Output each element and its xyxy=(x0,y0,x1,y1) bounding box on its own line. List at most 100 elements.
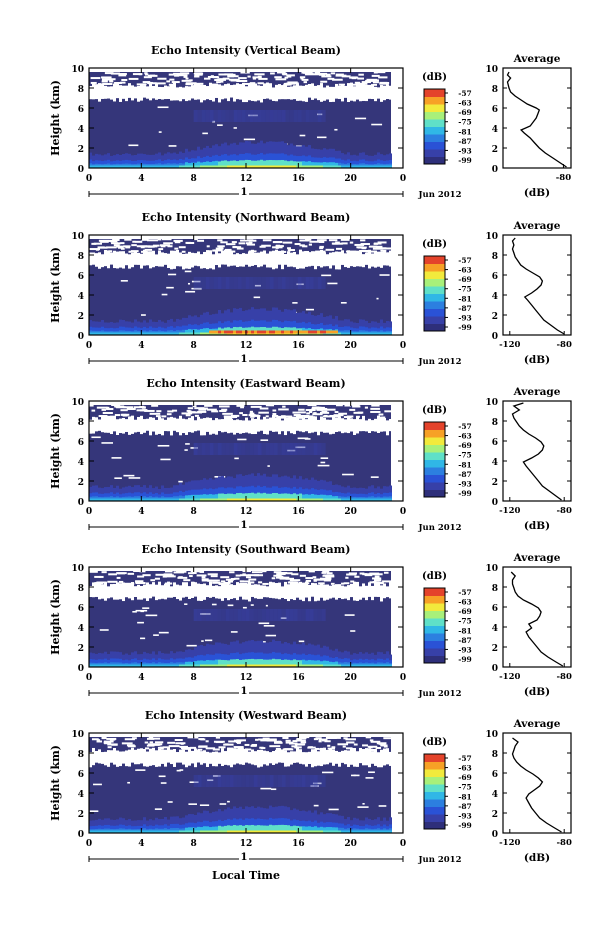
boundary-layer-cell xyxy=(194,830,197,833)
layer-cell xyxy=(313,775,318,787)
boundary-layer-cell xyxy=(179,664,182,667)
no-data-cell xyxy=(263,585,266,598)
no-data-cell xyxy=(372,577,382,580)
boundary-layer-cell xyxy=(347,664,350,667)
boundary-layer-cell xyxy=(284,659,287,667)
no-data-cell xyxy=(346,573,357,576)
boundary-layer-cell xyxy=(104,664,107,667)
no-data-cell xyxy=(188,251,191,269)
no-data-cell xyxy=(251,414,261,417)
boundary-layer-cell xyxy=(335,827,338,833)
boundary-layer-cell xyxy=(386,664,389,667)
no-data-cell xyxy=(386,252,389,266)
boundary-layer-cell xyxy=(236,493,239,501)
boundary-layer-cell xyxy=(344,165,347,168)
boundary-layer-cell xyxy=(380,332,383,335)
boundary-layer-cell xyxy=(236,825,239,833)
boundary-layer-cell xyxy=(299,161,302,168)
no-data-cell xyxy=(131,747,134,763)
boundary-layer-cell xyxy=(209,494,212,501)
no-data-cell xyxy=(119,251,122,268)
colorbar-tick-label: -93 xyxy=(458,811,472,820)
boundary-layer-cell xyxy=(314,660,317,667)
no-data-cell xyxy=(265,404,275,407)
no-data-cell xyxy=(176,752,179,763)
layer-cell xyxy=(249,277,254,289)
layer-cell xyxy=(257,110,262,122)
no-data-cell xyxy=(320,461,326,464)
layer-cell xyxy=(213,277,218,289)
no-data-cell xyxy=(184,270,192,273)
no-data-cell xyxy=(217,124,223,126)
boundary-layer-cell xyxy=(338,498,341,501)
colorbar-tick-label: -57 xyxy=(458,89,472,98)
no-data-cell xyxy=(371,751,374,764)
no-data-cell xyxy=(299,85,302,101)
no-data-cell xyxy=(173,417,176,431)
boundary-layer-cell xyxy=(287,330,290,334)
no-data-cell xyxy=(143,85,146,98)
no-data-cell xyxy=(142,406,146,409)
no-data-cell xyxy=(170,85,173,101)
boundary-layer-cell xyxy=(128,498,131,501)
layer-cell xyxy=(309,277,314,289)
no-data-cell xyxy=(284,76,289,79)
no-data-cell xyxy=(169,78,175,81)
no-data-cell xyxy=(99,575,104,578)
no-data-cell xyxy=(289,579,301,582)
boundary-layer-cell xyxy=(179,495,182,501)
no-data-cell xyxy=(237,747,244,750)
boundary-layer-cell xyxy=(296,830,299,833)
no-data-cell xyxy=(308,243,313,246)
no-data-cell xyxy=(284,417,287,436)
no-data-cell xyxy=(267,465,270,467)
no-data-cell xyxy=(147,81,153,84)
boundary-layer-cell xyxy=(242,664,245,667)
no-data-cell xyxy=(356,416,359,434)
boundary-layer-cell xyxy=(104,830,107,833)
no-data-cell xyxy=(160,747,164,750)
no-data-cell xyxy=(293,417,296,435)
no-data-cell xyxy=(113,583,116,600)
no-data-cell xyxy=(146,751,149,767)
y-tick-label: 4 xyxy=(78,292,84,302)
no-data-cell xyxy=(275,249,278,269)
boundary-layer-cell xyxy=(308,161,311,168)
no-data-cell xyxy=(315,73,321,76)
boundary-layer-cell xyxy=(194,329,197,335)
no-data-cell xyxy=(152,582,155,597)
no-data-cell xyxy=(96,406,108,409)
boundary-layer-cell xyxy=(281,830,284,833)
boundary-layer-cell xyxy=(239,664,242,667)
no-data-cell xyxy=(93,783,102,786)
no-data-cell xyxy=(260,787,272,790)
x-tick-label: 12 xyxy=(240,673,253,683)
no-data-cell xyxy=(149,741,154,744)
no-data-cell xyxy=(383,571,389,574)
no-data-cell xyxy=(275,250,287,253)
no-data-cell xyxy=(125,583,128,598)
layer-cell xyxy=(229,609,234,621)
no-data-cell xyxy=(373,83,377,86)
boundary-layer-cell xyxy=(260,825,263,833)
boundary-layer-cell xyxy=(305,830,308,833)
boundary-layer-cell xyxy=(230,498,233,501)
boundary-layer-cell xyxy=(215,165,218,168)
no-data-cell xyxy=(188,586,191,599)
no-data-cell xyxy=(353,86,356,102)
no-data-cell xyxy=(144,747,150,750)
boundary-layer-cell xyxy=(248,330,251,334)
no-data-cell xyxy=(182,87,185,100)
no-data-cell xyxy=(201,578,209,581)
no-data-cell xyxy=(184,603,188,605)
colorbar-segment xyxy=(424,89,445,97)
no-data-cell xyxy=(318,240,325,243)
no-data-cell xyxy=(319,245,324,248)
boundary-layer-cell xyxy=(122,498,125,501)
boundary-layer-cell xyxy=(257,830,260,833)
boundary-layer-cell xyxy=(359,165,362,168)
no-data-cell xyxy=(293,583,296,601)
boundary-layer-cell xyxy=(185,165,188,168)
no-data-cell xyxy=(386,748,389,765)
boundary-layer-cell xyxy=(158,332,161,335)
